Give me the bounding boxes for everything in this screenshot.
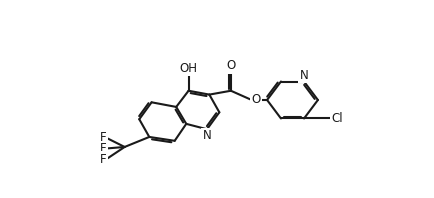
- Text: N: N: [299, 69, 309, 82]
- Text: F: F: [99, 131, 106, 144]
- Text: O: O: [252, 93, 261, 107]
- Text: Cl: Cl: [331, 112, 342, 125]
- Text: OH: OH: [180, 62, 197, 75]
- Text: F: F: [99, 153, 106, 166]
- Text: O: O: [226, 59, 236, 72]
- Text: N: N: [203, 129, 211, 142]
- Text: F: F: [99, 142, 106, 155]
